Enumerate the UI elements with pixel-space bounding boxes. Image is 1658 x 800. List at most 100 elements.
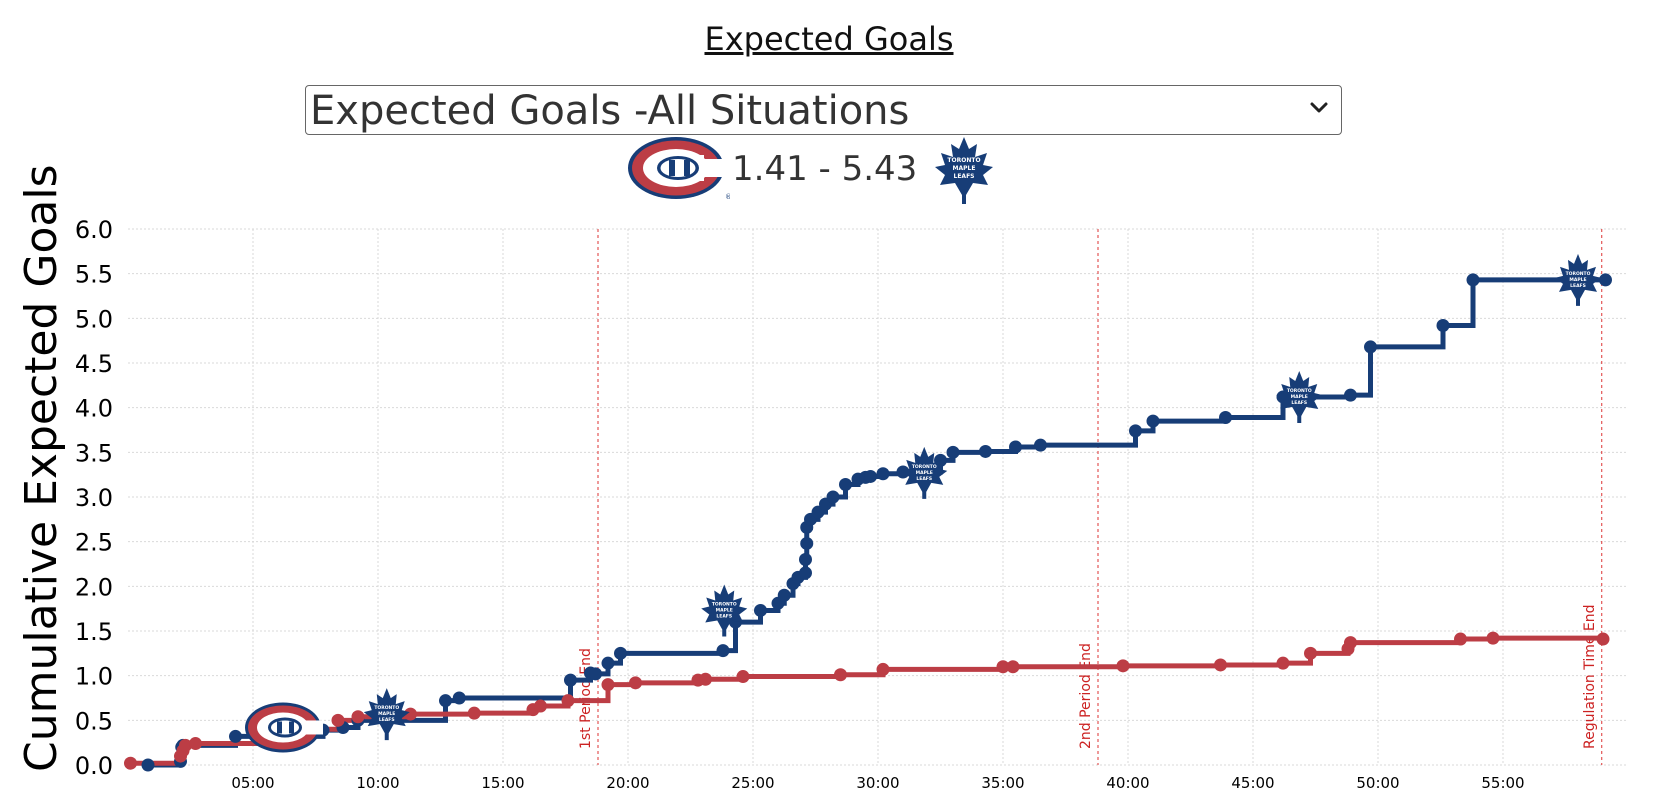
away-shot-point — [754, 603, 767, 617]
goal-markers: TORONTOMAPLELEAFSTORONTOMAPLELEAFSTORONT… — [245, 253, 1601, 753]
x-tick-label: 20:00 — [606, 774, 649, 792]
y-tick-label: 0.5 — [75, 707, 113, 735]
logo-text: LEAFS — [379, 717, 395, 723]
logo-part — [901, 446, 948, 499]
logo-text: LEAFS — [916, 476, 932, 482]
y-tick-label: 3.5 — [75, 439, 113, 467]
period-end-label: 2nd Period End — [1078, 643, 1094, 749]
home-shot-point — [1276, 656, 1290, 670]
away-shot-point — [1009, 440, 1022, 454]
away-shot-point — [1466, 273, 1480, 287]
home-shot-point — [331, 713, 345, 727]
away-shot-point — [1364, 340, 1377, 354]
home-shot-point — [561, 694, 575, 708]
logo-text: MAPLE — [916, 470, 933, 476]
logo-text: MAPLE — [1291, 394, 1308, 400]
x-tick-label: 25:00 — [731, 774, 774, 792]
metric-select-box[interactable] — [305, 85, 1342, 135]
logo-text: TORONTO — [374, 705, 399, 711]
away-shot-point — [229, 729, 242, 743]
logo-part — [304, 720, 323, 735]
home-shot-point — [534, 699, 547, 713]
logo-part — [289, 721, 294, 734]
away-shot-point — [452, 691, 466, 705]
home-shot-point — [834, 668, 847, 682]
home-shot-point — [404, 707, 417, 721]
away-shot-point — [826, 490, 840, 504]
y-tick-label: 5.0 — [75, 305, 113, 333]
home-shot-point — [1006, 660, 1020, 674]
svg-text:®: ® — [725, 193, 730, 201]
metric-select-value: Expected Goals -All Situations — [310, 88, 910, 134]
away-shot-point — [777, 588, 791, 602]
home-shot-point — [1486, 631, 1500, 645]
score-row: ® 1.41 - 5.43 TORONTO MAPLE LEAFS — [0, 135, 1658, 205]
score-text: 1.41 - 5.43 — [732, 149, 918, 189]
home-shot-point — [601, 678, 615, 692]
away-shot-point — [1129, 424, 1142, 438]
away-shot-point — [614, 646, 627, 660]
y-tick-label: 2.0 — [75, 573, 113, 601]
home-shot-point — [629, 676, 642, 690]
logo-part — [701, 584, 748, 637]
y-tick-label: 5.5 — [75, 261, 113, 289]
home-shot-point — [1214, 658, 1227, 672]
x-tick-label: 50:00 — [1356, 774, 1399, 792]
away-shot-point — [1344, 388, 1357, 402]
metric-dropdown[interactable]: Expected Goals -All Situations — [305, 85, 1342, 135]
logo-text: TORONTO — [1287, 388, 1312, 394]
away-shot-point — [716, 644, 730, 658]
x-tick-label: 55:00 — [1481, 774, 1524, 792]
home-shot-point — [189, 737, 202, 751]
logo-part — [1555, 253, 1601, 306]
away-shot-point — [946, 445, 960, 459]
y-tick-label: 2.5 — [75, 529, 113, 557]
away-shot-point — [1146, 414, 1160, 428]
home-shot-point — [996, 660, 1010, 674]
away-shot-point — [1034, 438, 1047, 452]
canadiens-goal-icon — [245, 702, 323, 753]
x-tick-label: 45:00 — [1231, 774, 1274, 792]
home-shot-point — [351, 710, 365, 724]
away-shot-point — [979, 444, 992, 458]
logo-part — [363, 688, 410, 741]
x-tick-label: 15:00 — [481, 774, 524, 792]
home-shot-point — [1344, 636, 1357, 650]
svg-text:TORONTO: TORONTO — [947, 157, 980, 164]
x-tick-label: 40:00 — [1106, 774, 1149, 792]
logo-text: TORONTO — [1566, 271, 1591, 277]
period-end-label: Regulation Time End — [1582, 604, 1598, 749]
y-tick-label: 4.5 — [75, 350, 113, 378]
away-shot-point — [1219, 410, 1232, 424]
x-tick-labels: 05:00 10:00 15:00 20:00 25:00 30:00 35:00 40:00… — [231, 774, 1524, 792]
logo-text: MAPLE — [378, 711, 395, 717]
away-shot-point — [141, 758, 155, 772]
x-tick-label: 30:00 — [856, 774, 899, 792]
y-tick-label: 4.0 — [75, 395, 113, 423]
away-shot-point — [864, 469, 877, 483]
maple-leafs-logo-icon: TORONTO MAPLE LEAFS — [935, 137, 993, 204]
home-shot-point — [736, 670, 750, 684]
logo-text: MAPLE — [1569, 277, 1586, 283]
away-shot-point — [601, 656, 615, 670]
away-shot-point — [564, 673, 577, 687]
away-shot-point — [839, 477, 852, 491]
svg-text:LEAFS: LEAFS — [954, 173, 975, 180]
logo-text: LEAFS — [716, 613, 732, 619]
away-shot-point — [1599, 273, 1612, 287]
away-shot-point — [800, 536, 814, 550]
y-tick-label: 0.0 — [75, 752, 113, 780]
x-tick-label: 10:00 — [356, 774, 399, 792]
home-shot-point — [1304, 646, 1317, 660]
home-shot-point — [1454, 632, 1467, 646]
page-title: Expected Goals — [704, 20, 954, 58]
logo-part — [271, 720, 299, 735]
logo-part — [277, 721, 282, 734]
grid-lines — [128, 228, 1628, 766]
logo-text: LEAFS — [1291, 400, 1307, 406]
